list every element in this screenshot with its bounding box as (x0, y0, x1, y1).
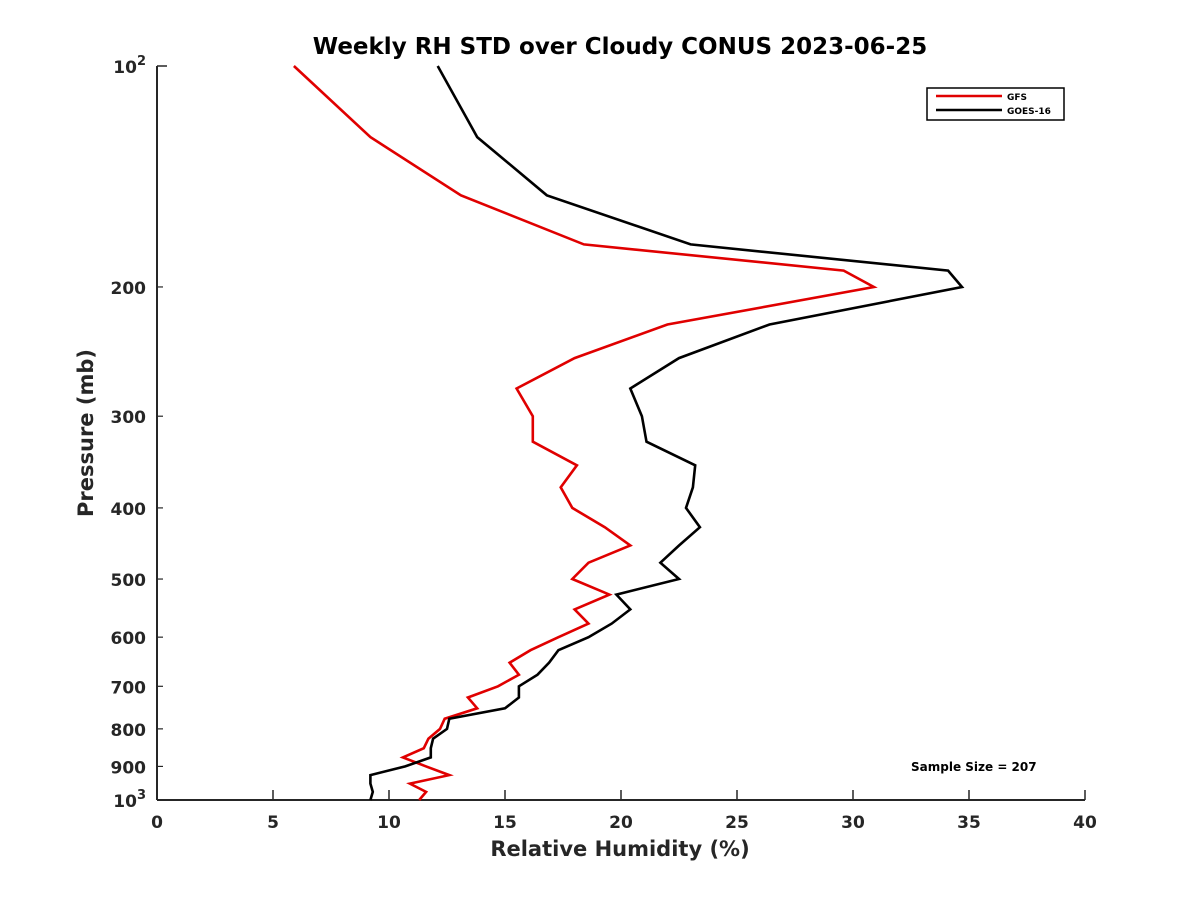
y-tick-label-major: 103 (113, 788, 146, 812)
series-line-goes-16 (369, 65, 965, 801)
y-tick-label: 500 (111, 571, 147, 591)
x-tick-label: 0 (151, 813, 163, 833)
y-tick-label: 700 (111, 678, 147, 698)
y-tick-label: 200 (111, 279, 147, 299)
x-tick-label: 30 (841, 813, 865, 833)
legend: GFS GOES-16 (926, 87, 1065, 121)
legend-label-gfs: GFS (1007, 93, 1027, 103)
series-line-gfs (293, 65, 878, 801)
x-tick-label: 40 (1073, 813, 1097, 833)
y-tick-label-major: 102 (113, 54, 146, 78)
legend-box (926, 87, 1065, 121)
x-axis-label: Relative Humidity (%) (490, 837, 749, 861)
x-tick-label: 25 (725, 813, 749, 833)
x-tick-label: 15 (493, 813, 517, 833)
y-tick-label: 900 (111, 758, 147, 778)
series-layer (293, 65, 965, 801)
y-tick-label: 600 (111, 629, 147, 649)
x-tick-label: 10 (377, 813, 401, 833)
y-tick-label: 400 (111, 500, 147, 520)
y-axis-label: Pressure (mb) (74, 349, 98, 517)
y-tick-label: 800 (111, 721, 147, 741)
x-tick-label: 35 (957, 813, 981, 833)
x-axis-ticks: 0 5 10 15 20 25 30 35 40 (151, 790, 1097, 833)
legend-label-goes-16: GOES-16 (1007, 107, 1051, 117)
chart-title: Weekly RH STD over Cloudy CONUS 2023-06-… (313, 34, 927, 60)
x-tick-label: 20 (609, 813, 633, 833)
x-tick-label: 5 (267, 813, 279, 833)
sample-size-annotation: Sample Size = 207 (911, 760, 1037, 774)
y-axis-ticks: 102 103 200 300 400 500 600 700 800 900 (111, 54, 167, 812)
y-tick-label: 300 (111, 408, 147, 428)
